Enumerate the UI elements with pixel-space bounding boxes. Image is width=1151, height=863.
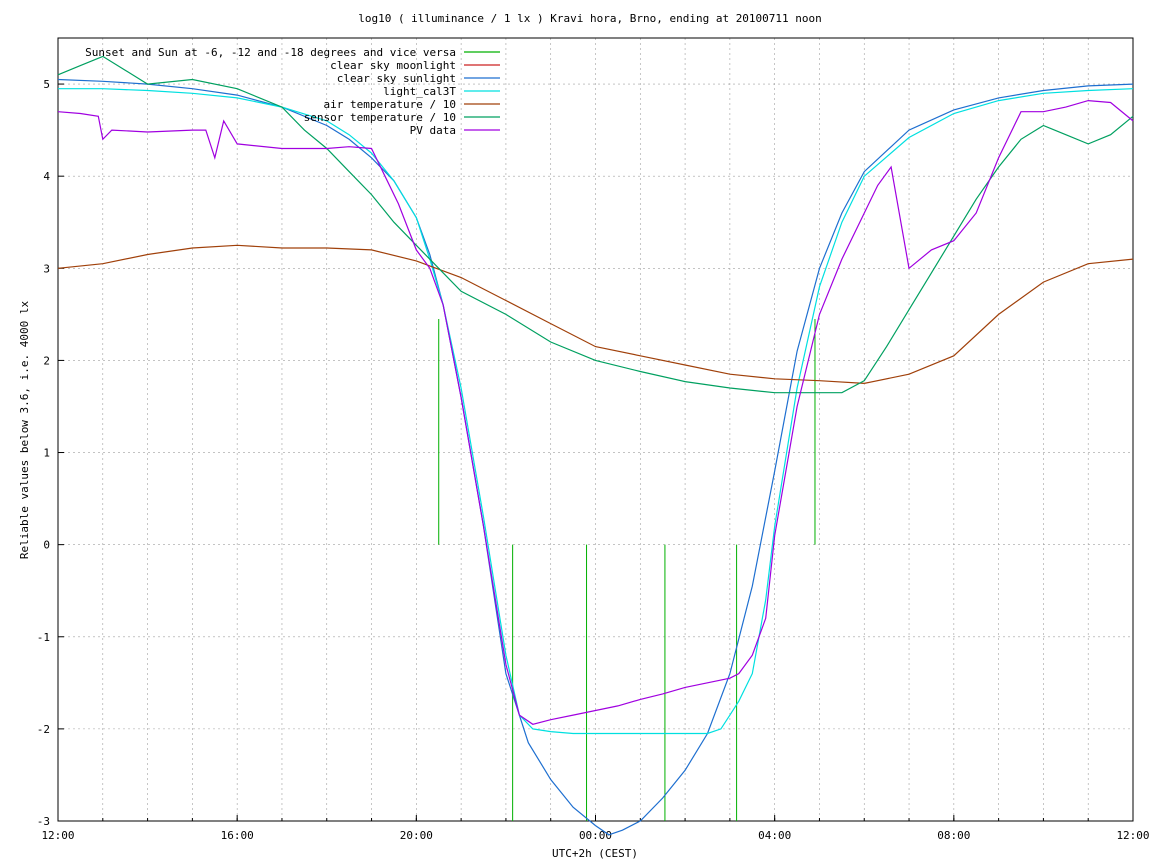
x-tick-label: 08:00 — [937, 829, 970, 842]
y-tick-label: 5 — [43, 78, 50, 91]
y-tick-label: -3 — [37, 815, 50, 828]
series-line-3 — [58, 88, 1134, 735]
legend-label: air temperature / 10 — [324, 98, 456, 111]
ticks: 12:00 16:00 20:00 00:00 04:00 08:00 12:00-3-2-… — [37, 78, 1150, 842]
y-tick-label: -2 — [37, 723, 50, 736]
y-tick-label: 4 — [43, 170, 50, 183]
y-tick-label: 0 — [43, 539, 50, 552]
legend-label: PV data — [410, 124, 456, 137]
series-lines — [57, 55, 1134, 836]
legend-label: light_cal3T — [383, 85, 456, 98]
chart-title: log10 ( illuminance / 1 lx ) Kravi hora,… — [358, 12, 822, 25]
x-tick-label: 04:00 — [758, 829, 791, 842]
legend-label: clear sky moonlight — [330, 59, 456, 72]
x-axis-label: UTC+2h (CEST) — [552, 847, 638, 860]
y-tick-label: 1 — [43, 447, 50, 460]
legend: Sunset and Sun at -6, -12 and -18 degree… — [85, 46, 500, 137]
series-line-6 — [57, 99, 1134, 725]
y-tick-label: 3 — [43, 262, 50, 275]
y-axis-label: Reliable values below 3.6, i.e. 4000 lx — [18, 300, 31, 559]
sun-markers — [438, 318, 816, 821]
series-line-4 — [57, 244, 1134, 385]
x-tick-label: 20:00 — [400, 829, 433, 842]
y-tick-label: -1 — [37, 631, 50, 644]
legend-label: clear sky sunlight — [337, 72, 456, 85]
series-line-2 — [57, 78, 1134, 836]
legend-label: Sunset and Sun at -6, -12 and -18 degree… — [85, 46, 456, 59]
x-tick-label: 00:00 — [579, 829, 612, 842]
x-tick-label: 12:00 — [41, 829, 74, 842]
grid — [58, 38, 1133, 821]
legend-label: sensor temperature / 10 — [304, 111, 456, 124]
x-tick-label: 12:00 — [1116, 829, 1149, 842]
x-tick-label: 16:00 — [221, 829, 254, 842]
y-tick-label: 2 — [43, 354, 50, 367]
